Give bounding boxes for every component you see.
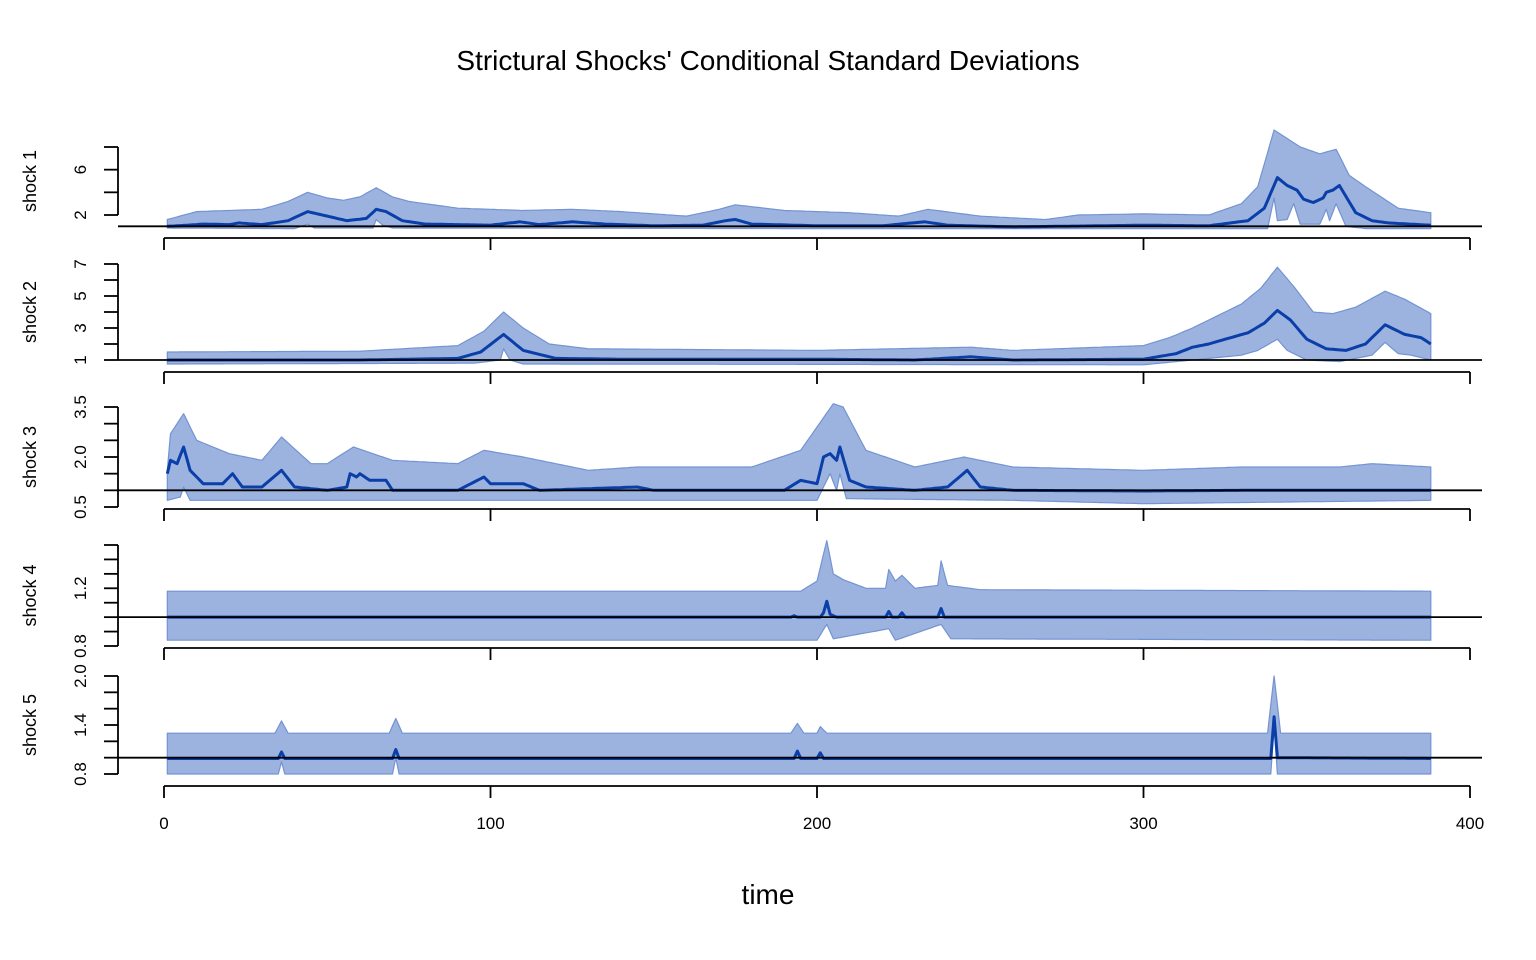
panel-shock-3: 0.5 2.0 3.5 shock 3 xyxy=(20,395,1482,521)
credible-band xyxy=(166,403,1432,505)
chart-title: Strictural Shocks' Conditional Standard … xyxy=(456,45,1079,76)
y-tick-label: 5 xyxy=(71,291,90,300)
credible-band xyxy=(166,129,1432,230)
y-axis-label: shock 5 xyxy=(20,694,40,756)
x-tick-label: 100 xyxy=(476,814,504,833)
credible-band xyxy=(166,266,1432,366)
panel-shock-1: 2 6 shock 1 xyxy=(20,129,1482,250)
y-tick-label: 2.0 xyxy=(71,664,90,688)
y-tick-label: 3 xyxy=(71,323,90,332)
x-axis-label: time xyxy=(742,879,795,910)
y-tick-label: 6 xyxy=(71,165,90,174)
panel-shock-4: 0.8 1.2 shock 4 xyxy=(20,540,1482,660)
y-tick-label: 1.2 xyxy=(71,576,90,600)
y-axis-label: shock 1 xyxy=(20,150,40,212)
y-tick-label: 7 xyxy=(71,259,90,268)
x-tick-label: 200 xyxy=(803,814,831,833)
y-tick-label: 2 xyxy=(71,210,90,219)
y-tick-label: 2.0 xyxy=(71,445,90,469)
median-line xyxy=(167,176,1431,229)
y-tick-label: 0.5 xyxy=(71,495,90,519)
y-axis-label: shock 3 xyxy=(20,426,40,488)
credible-band xyxy=(166,675,1432,775)
y-tick-label: 1.4 xyxy=(71,713,90,737)
panel-shock-5: 0.8 1.4 2.0 shock 5 0 100 200 300 400 xyxy=(20,664,1484,833)
y-tick-label: 0.8 xyxy=(71,762,90,786)
y-tick-label: 0.8 xyxy=(71,634,90,658)
x-tick-label: 0 xyxy=(159,814,168,833)
y-tick-label: 1 xyxy=(71,355,90,364)
x-tick-label: 300 xyxy=(1129,814,1157,833)
x-tick-label: 400 xyxy=(1456,814,1484,833)
y-tick-label: 3.5 xyxy=(71,395,90,419)
y-axis-label: shock 4 xyxy=(20,564,40,626)
panels: 2 6 shock 1 1 3 5 7 shock 2 0.5 2.0 3.5 shock 3 0.8 1… xyxy=(20,129,1484,833)
credible-band xyxy=(166,540,1432,641)
y-axis-label: shock 2 xyxy=(20,281,40,343)
panel-shock-2: 1 3 5 7 shock 2 xyxy=(20,259,1482,384)
